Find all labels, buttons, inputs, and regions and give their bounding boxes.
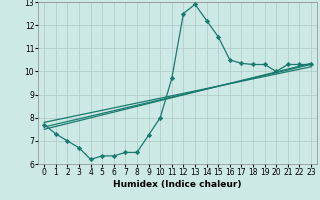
X-axis label: Humidex (Indice chaleur): Humidex (Indice chaleur): [113, 180, 242, 189]
